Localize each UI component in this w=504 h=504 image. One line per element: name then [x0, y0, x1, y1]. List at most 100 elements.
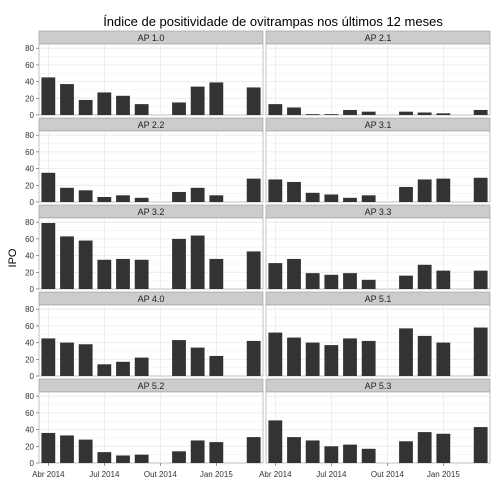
y-tick-label: 40	[25, 78, 34, 87]
x-tick-label: Abr 2014	[32, 470, 65, 479]
y-tick-label: 0	[30, 285, 35, 294]
panel-plot-area	[38, 217, 264, 290]
bar	[473, 270, 488, 289]
panel-ap-3.3: AP 3.3	[265, 204, 491, 290]
bar	[417, 432, 432, 463]
panel-strip-label: AP 5.2	[138, 381, 165, 391]
bar	[268, 179, 283, 202]
panel-plot-area	[265, 43, 491, 116]
bar	[246, 437, 261, 463]
y-tick-label: 40	[25, 165, 34, 174]
bar	[473, 327, 488, 376]
bar	[172, 191, 186, 202]
bar	[417, 335, 432, 376]
panel-plot-area	[38, 391, 264, 464]
bar	[246, 251, 261, 289]
x-tick-label: Jan 2015	[200, 470, 233, 479]
y-tick-label: 40	[25, 426, 34, 435]
panel-strip-label: AP 3.2	[138, 207, 165, 217]
bar	[134, 104, 149, 115]
bar	[78, 190, 93, 202]
y-tick-label: 60	[25, 61, 34, 70]
bar	[41, 223, 56, 289]
bar	[78, 439, 93, 463]
x-tick-label: Jul 2014	[89, 470, 120, 479]
bar	[116, 258, 130, 289]
bar	[116, 361, 130, 376]
bar	[287, 337, 301, 376]
bar	[172, 451, 186, 463]
panel-ap-2.2: AP 2.2 0 20 40 60 80	[25, 117, 264, 207]
bar	[209, 82, 224, 115]
bar	[324, 345, 339, 376]
bar	[361, 111, 376, 115]
panel-strip-label: AP 4.0	[138, 294, 165, 304]
bar	[78, 99, 93, 115]
bar	[60, 187, 74, 202]
panel-plot-area	[265, 130, 491, 203]
y-tick-label: 80	[25, 44, 34, 53]
x-tick-label: Jul 2014	[316, 470, 347, 479]
y-tick-label: 20	[25, 181, 34, 190]
bar	[268, 420, 283, 463]
bar	[190, 347, 205, 376]
bar	[190, 440, 205, 463]
bar	[343, 197, 357, 202]
bar	[361, 448, 376, 463]
bar	[134, 259, 149, 289]
bar	[41, 77, 56, 115]
panel-strip-label: AP 1.0	[138, 33, 165, 43]
panel-plot-area	[38, 43, 264, 116]
bar	[287, 107, 301, 115]
bar	[172, 340, 186, 376]
bar	[60, 84, 74, 115]
bar	[268, 104, 283, 115]
bar	[361, 195, 376, 202]
bar	[78, 240, 93, 289]
panel-strip-label: AP 2.2	[138, 120, 165, 130]
y-tick-label: 40	[25, 252, 34, 261]
bar	[473, 427, 488, 463]
bar	[190, 86, 205, 115]
bar	[97, 452, 112, 463]
bar	[60, 236, 74, 289]
x-tick-label: Out 2014	[371, 470, 404, 479]
y-tick-label: 60	[25, 322, 34, 331]
bar	[324, 446, 339, 463]
bar	[134, 454, 149, 463]
panel-strip-label: AP 2.1	[365, 33, 392, 43]
bar	[246, 340, 261, 376]
bar	[268, 263, 283, 289]
bar	[343, 109, 357, 115]
bar	[324, 274, 339, 289]
bar	[97, 92, 112, 115]
bar	[209, 442, 224, 463]
bar	[399, 111, 413, 115]
bar	[399, 441, 413, 463]
bar	[246, 178, 261, 202]
panel-ap-5.2: AP 5.2 0 20 40 60 80 Abr 2014 Jul 2014 Out 2014 J…	[25, 378, 264, 479]
bar	[361, 279, 376, 289]
bar	[116, 195, 130, 202]
panel-ap-3.1: AP 3.1	[265, 117, 491, 203]
y-tick-label: 60	[25, 148, 34, 157]
bar	[343, 444, 357, 463]
y-tick-label: 80	[25, 131, 34, 140]
bar	[190, 235, 205, 289]
panel-ap-1.0: AP 1.0 0 20 40 60 80	[25, 30, 264, 120]
bar	[399, 275, 413, 289]
bar	[305, 273, 320, 289]
x-tick-label: Abr 2014	[259, 470, 292, 479]
bar	[324, 114, 339, 115]
bar	[60, 435, 74, 463]
y-tick-label: 20	[25, 355, 34, 364]
bar	[209, 258, 224, 289]
y-tick-label: 20	[25, 94, 34, 103]
bar	[473, 177, 488, 202]
bar	[361, 340, 376, 376]
panel-strip-label: AP 3.3	[365, 207, 392, 217]
y-tick-label: 20	[25, 442, 34, 451]
bar	[305, 114, 320, 115]
